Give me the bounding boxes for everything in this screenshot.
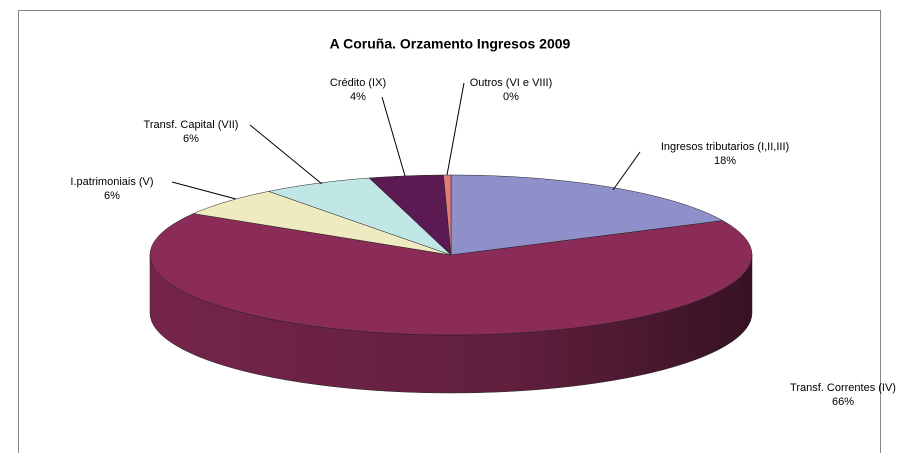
slice-label: Outros (VI e VIII) [470, 77, 553, 89]
pie-slice [192, 191, 452, 256]
slice-label: Transf. Capital (VII) [144, 119, 239, 131]
slice-label: I.patrimoniais (V) [70, 176, 153, 188]
leader-line [446, 82, 465, 176]
slice-value-label: 6% [183, 133, 199, 145]
leader-line [249, 124, 323, 185]
slice-label: Transf. Correntes (IV) [790, 382, 896, 394]
slice-value-label: 6% [104, 190, 120, 202]
labels: Ingresos tributarios (I,II,III) 18% Transf… [70, 77, 896, 408]
pie-tops [149, 174, 753, 336]
pie-slice [267, 177, 452, 256]
slice-value-label: 66% [832, 396, 854, 408]
pie-slice [450, 174, 724, 256]
slice-value-label: 18% [714, 155, 736, 167]
leader-line [381, 96, 406, 177]
slice-value-label: 0% [503, 91, 519, 103]
pie-slice [149, 213, 753, 336]
leader-line [612, 151, 641, 191]
slice-label: Crédito (IX) [330, 77, 386, 89]
pie-slice [368, 174, 452, 256]
chart-title: A Coruña. Orzamento Ingresos 2009 [330, 36, 571, 52]
slice-value-label: 4% [350, 91, 366, 103]
slice-label: Ingresos tributarios (I,II,III) [661, 141, 789, 153]
leader-line [171, 181, 237, 200]
